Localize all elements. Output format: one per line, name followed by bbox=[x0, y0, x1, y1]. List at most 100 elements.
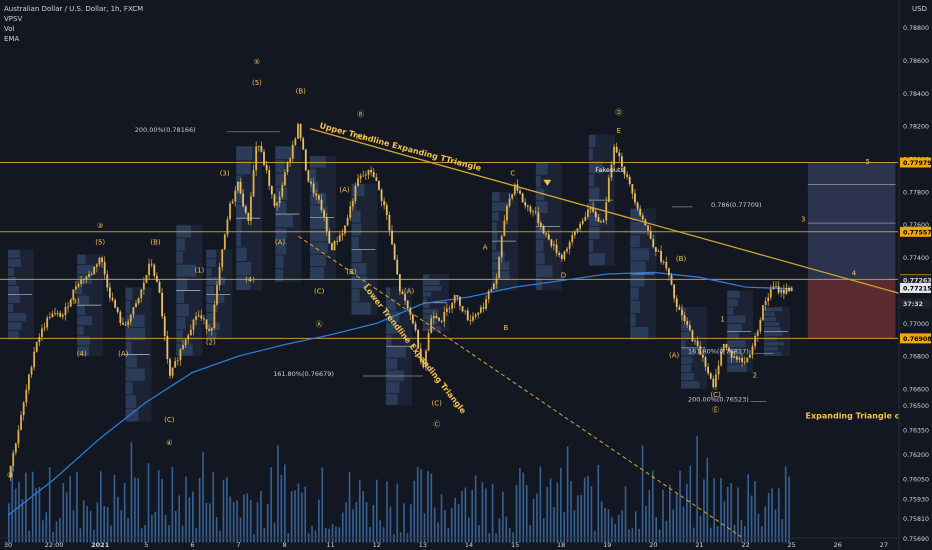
vp-row bbox=[422, 314, 439, 320]
time-tick-label: 6 bbox=[190, 541, 194, 549]
candle-body bbox=[54, 313, 56, 315]
candle-body bbox=[709, 373, 712, 379]
candle-body bbox=[354, 186, 357, 202]
ema-line bbox=[7, 271, 792, 516]
candle-body bbox=[289, 158, 292, 163]
candle-body bbox=[597, 217, 600, 222]
volume-bar bbox=[191, 491, 194, 543]
candle-body bbox=[576, 228, 579, 232]
volume-bar bbox=[590, 486, 593, 543]
vp-row bbox=[8, 258, 21, 267]
candle-body bbox=[636, 202, 639, 209]
time-tick-label: 5 bbox=[144, 541, 148, 549]
volume-bar bbox=[413, 480, 416, 543]
vp-row bbox=[422, 320, 438, 326]
volume-bar bbox=[498, 518, 501, 543]
vp-row bbox=[275, 160, 285, 173]
time-axis[interactable]: 30 22:00 2021 5 6 7 8 11 12 13 14 15 18 19 20 21 22 25 26 2… bbox=[0, 537, 899, 549]
candle-body bbox=[69, 299, 72, 307]
volume-bar bbox=[457, 504, 460, 543]
indicator-ema[interactable]: EMA bbox=[4, 35, 20, 43]
vp-row bbox=[275, 214, 293, 228]
candle-body bbox=[513, 184, 516, 195]
time-tick-label: 22 bbox=[741, 541, 749, 549]
candle-body bbox=[33, 351, 36, 368]
indicator-volume[interactable]: Vol bbox=[4, 25, 15, 33]
candle-body bbox=[398, 274, 401, 292]
vp-row bbox=[764, 346, 779, 351]
vp-row bbox=[125, 368, 145, 381]
candle-body bbox=[210, 328, 213, 331]
candle-body bbox=[725, 344, 728, 348]
candle-body bbox=[372, 172, 375, 178]
price-axis[interactable]: 0.788000.786000.784000.782000.780000.778… bbox=[898, 0, 932, 550]
candle-body bbox=[459, 296, 461, 306]
candle-body bbox=[681, 309, 683, 316]
volume-bar bbox=[532, 499, 535, 543]
volume-bar bbox=[553, 507, 555, 543]
volume-bar bbox=[21, 499, 24, 543]
volume-bar bbox=[123, 483, 126, 543]
vp-row bbox=[8, 304, 14, 313]
volume-bar bbox=[86, 506, 88, 543]
candle-body bbox=[417, 330, 420, 349]
candle-body bbox=[688, 324, 691, 331]
candle-body bbox=[704, 357, 707, 367]
vp-row bbox=[351, 210, 361, 223]
volume-bar bbox=[82, 500, 85, 543]
vp-row bbox=[727, 331, 740, 340]
trendline-lower-trendline-expanding-triangle bbox=[298, 235, 742, 538]
vp-row bbox=[351, 249, 362, 263]
vp-row bbox=[588, 226, 600, 240]
candle-body bbox=[208, 328, 211, 331]
candle-body bbox=[75, 286, 77, 290]
price-tick-label: 0.77000 bbox=[903, 321, 929, 328]
volume-bar bbox=[76, 471, 78, 543]
candle-body bbox=[790, 287, 793, 292]
candle-body bbox=[707, 366, 710, 374]
time-tick-label: 26 bbox=[834, 541, 842, 549]
candle-body bbox=[88, 274, 90, 277]
vp-row bbox=[236, 233, 241, 247]
vp-row bbox=[588, 161, 603, 174]
annotation-wave-44: D bbox=[561, 271, 566, 279]
volume-bar bbox=[79, 528, 82, 543]
volume-bar bbox=[99, 471, 102, 543]
volume-bar bbox=[754, 480, 756, 543]
candle-body bbox=[192, 319, 195, 330]
vp-row bbox=[8, 322, 22, 331]
volume-bar bbox=[788, 476, 790, 543]
candle-body bbox=[38, 336, 41, 343]
volume-bar bbox=[270, 467, 272, 543]
time-tick-label: 19 bbox=[603, 541, 611, 549]
indicator-vpsv[interactable]: VPSV bbox=[4, 15, 23, 23]
annotation-wave-24: (1) bbox=[194, 266, 204, 274]
candle-body bbox=[137, 298, 140, 304]
volume-bar bbox=[318, 499, 320, 543]
candle-body bbox=[432, 316, 435, 319]
volume-bar bbox=[314, 530, 317, 543]
candle-body bbox=[542, 226, 545, 234]
volume-bar bbox=[461, 490, 463, 543]
horizontal-levels-layer bbox=[0, 131, 898, 402]
volume-bar bbox=[706, 457, 709, 543]
vp-row bbox=[275, 228, 287, 241]
candle-body bbox=[135, 303, 137, 308]
vp-row bbox=[236, 160, 251, 175]
volume-bar bbox=[8, 503, 10, 543]
candle-body bbox=[571, 235, 574, 243]
candle-body bbox=[216, 285, 218, 305]
annotation-wave-47: (B) bbox=[676, 255, 687, 263]
annotation-wave-50: (C) bbox=[710, 391, 721, 399]
volume-bar bbox=[365, 502, 368, 543]
volume-bar bbox=[433, 507, 436, 543]
volume-bar bbox=[549, 478, 552, 543]
candle-body bbox=[148, 263, 150, 276]
vp-row bbox=[630, 313, 636, 327]
candle-body bbox=[532, 211, 534, 213]
price-tick-label: 0.75930 bbox=[903, 496, 929, 503]
volume-bar bbox=[348, 472, 351, 543]
candle-body bbox=[406, 300, 409, 309]
